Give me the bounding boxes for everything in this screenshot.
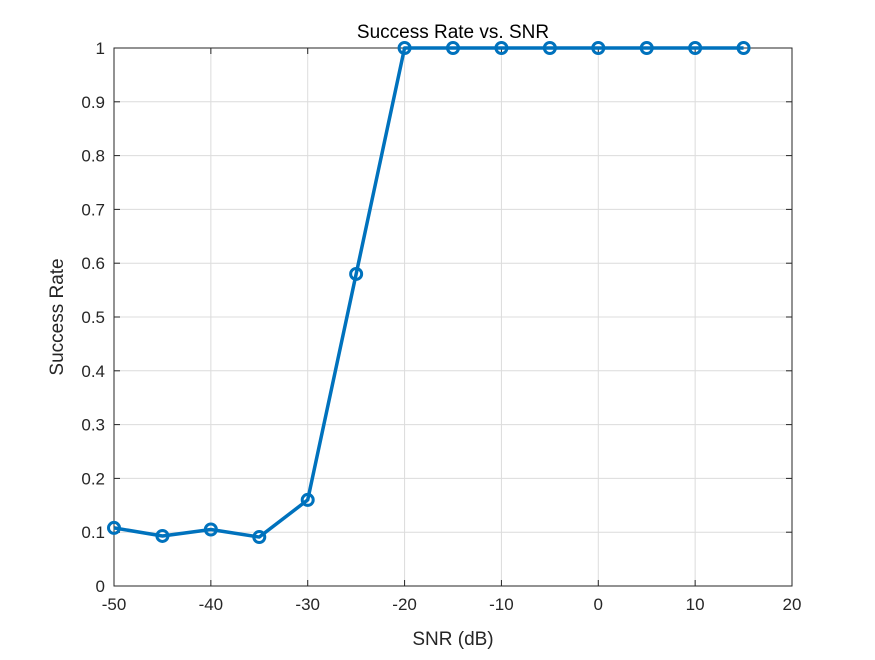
data-point bbox=[446, 41, 460, 55]
data-point bbox=[252, 530, 267, 545]
x-tick-label: -10 bbox=[489, 595, 514, 614]
x-tick-labels: -50 -40 -30 -20 -10 0 10 20 bbox=[102, 595, 802, 614]
y-tick-label: 0 bbox=[96, 577, 105, 596]
y-tick-label: 0.6 bbox=[81, 254, 105, 273]
x-tick-label: -30 bbox=[295, 595, 320, 614]
series-layer bbox=[107, 41, 751, 545]
data-point bbox=[591, 41, 606, 55]
x-tick-label: 0 bbox=[594, 595, 603, 614]
x-tick-label: 10 bbox=[686, 595, 705, 614]
y-tick-label: 0.7 bbox=[81, 200, 105, 219]
data-point bbox=[349, 266, 364, 281]
x-tick-label: 20 bbox=[783, 595, 802, 614]
x-tick-label: -50 bbox=[102, 595, 127, 614]
data-point bbox=[107, 520, 121, 535]
y-tick-label: 0.2 bbox=[81, 469, 105, 488]
y-tick-label: 0.9 bbox=[81, 93, 105, 112]
series-line bbox=[113, 46, 744, 539]
x-tick-label: -40 bbox=[199, 595, 224, 614]
y-tick-label: 0.3 bbox=[81, 416, 105, 435]
data-point bbox=[736, 41, 751, 55]
y-axis-label: Success Rate bbox=[47, 258, 68, 375]
x-axis-label: SNR (dB) bbox=[412, 629, 493, 650]
y-tick-label: 0.8 bbox=[81, 147, 105, 166]
data-point bbox=[397, 41, 412, 55]
y-tick-label: 1 bbox=[96, 39, 105, 58]
y-tick-label: 0.4 bbox=[81, 362, 105, 381]
data-point bbox=[639, 41, 654, 55]
data-point bbox=[542, 41, 557, 55]
y-tick-label: 0.1 bbox=[81, 523, 105, 542]
y-tick-label: 0.5 bbox=[81, 308, 105, 327]
x-tick-label: -20 bbox=[392, 595, 417, 614]
data-point bbox=[203, 522, 218, 537]
chart-title: Success Rate vs. SNR bbox=[357, 22, 549, 43]
y-tick-labels: 0 0.1 0.2 0.3 0.4 0.5 0.6 0.7 0.8 0.9 1 bbox=[81, 39, 105, 596]
data-point bbox=[155, 528, 170, 543]
data-point bbox=[494, 41, 509, 55]
data-point bbox=[300, 492, 315, 507]
data-point bbox=[688, 41, 703, 55]
